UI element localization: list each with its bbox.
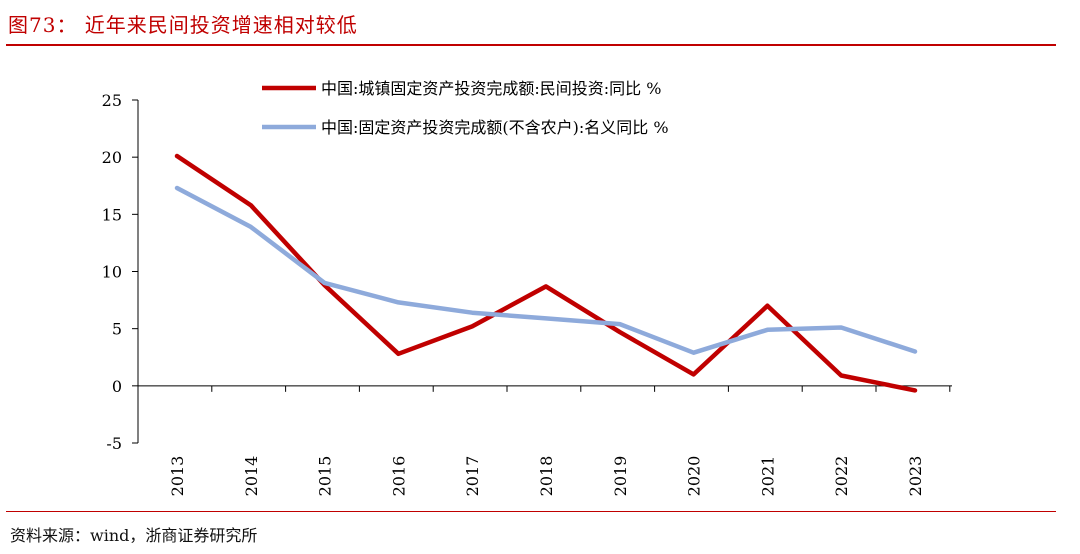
x-tick-label: 2021	[758, 456, 777, 497]
y-tick-label: 10	[102, 263, 122, 282]
x-tick-label: 2023	[906, 456, 925, 497]
source-note: 资料来源：wind，浙商证券研究所	[10, 526, 258, 545]
y-tick-label: 20	[102, 148, 122, 167]
chart-series	[174, 153, 918, 393]
y-tick-label: -5	[106, 434, 122, 453]
chart-legend: 中国:城镇固定资产投资完成额:民间投资:同比 % 中国:固定资产投资完成额(不含农…	[262, 79, 669, 137]
y-tick-label: 5	[112, 320, 122, 339]
chart-axes: -5 0 5 10 15 20 25 2013 2014 2015 2016 2017 2018 2019…	[102, 91, 952, 496]
x-tick-label: 2017	[463, 456, 482, 497]
x-tick-label: 2014	[242, 456, 261, 497]
x-tick-label: 2019	[611, 456, 630, 497]
line-chart: -5 0 5 10 15 20 25 2013 2014 2015 2016 2017 2018 2019…	[102, 79, 952, 496]
legend-label: 中国:固定资产投资完成额(不含农户):名义同比 %	[321, 118, 669, 137]
y-tick-label: 25	[102, 91, 122, 110]
y-tick-label: 0	[112, 377, 122, 396]
x-tick-label: 2022	[832, 456, 851, 497]
legend-label: 中国:城镇固定资产投资完成额:民间投资:同比 %	[321, 79, 661, 98]
x-tick-label: 2020	[685, 456, 704, 497]
x-tick-label: 2018	[537, 456, 556, 497]
footer-divider	[6, 511, 1056, 512]
y-tick-label: 15	[102, 205, 122, 224]
title-divider	[6, 44, 1056, 46]
x-tick-label: 2015	[316, 456, 335, 497]
series-line-1	[174, 153, 918, 393]
x-tick-label: 2016	[389, 456, 408, 497]
x-tick-label: 2013	[168, 456, 187, 497]
series-line-2	[174, 185, 918, 355]
figure-title: 图73： 近年来民间投资增速相对较低	[8, 13, 358, 37]
